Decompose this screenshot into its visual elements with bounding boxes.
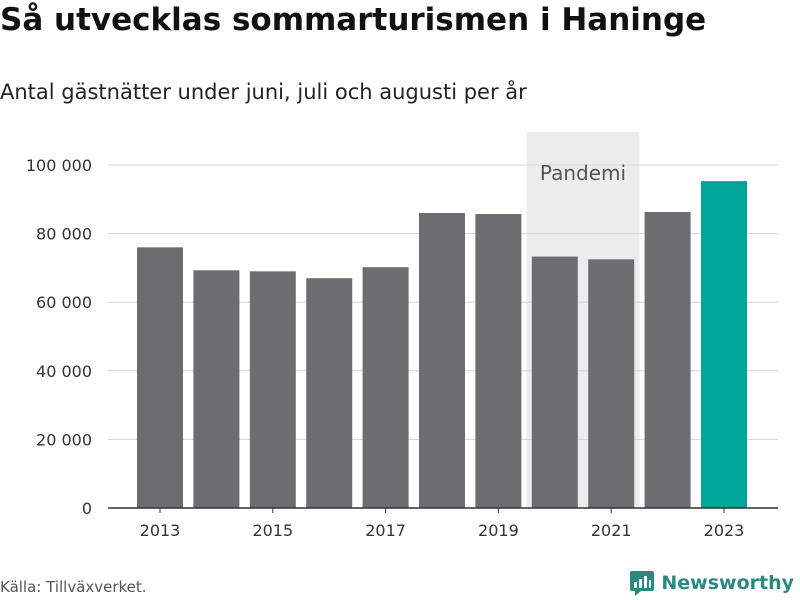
bar [193,270,240,508]
bar [588,259,635,508]
x-tick-label: 2021 [591,521,632,540]
chart-subtitle: Antal gästnätter under juni, juli och au… [0,80,527,104]
bar [249,271,296,508]
bar [475,214,522,508]
bar [419,213,465,508]
bar [701,181,747,508]
bar [531,256,578,508]
y-tick-label: 0 [82,499,92,518]
y-tick-label: 20 000 [36,430,92,449]
bar [644,211,691,508]
brand-name: Newsworthy [661,572,794,594]
source-note: Källa: Tillväxverket. [0,578,147,596]
x-tick-label: 2023 [704,521,745,540]
brand-logo: Newsworthy [629,570,794,596]
y-tick-label: 80 000 [36,225,92,244]
y-tick-label: 40 000 [36,362,92,381]
pandemic-label: Pandemi [540,161,626,185]
y-tick-label: 60 000 [36,293,92,312]
bar [137,247,183,508]
y-tick-label: 100 000 [26,156,92,175]
x-tick-label: 2015 [252,521,293,540]
newsworthy-logo-icon [630,571,655,596]
bar [306,278,353,508]
x-tick-label: 2017 [365,521,406,540]
bar [362,267,409,508]
x-tick-label: 2013 [140,521,181,540]
chart-title: Så utvecklas sommarturismen i Haninge [0,2,707,38]
x-tick-label: 2019 [478,521,519,540]
